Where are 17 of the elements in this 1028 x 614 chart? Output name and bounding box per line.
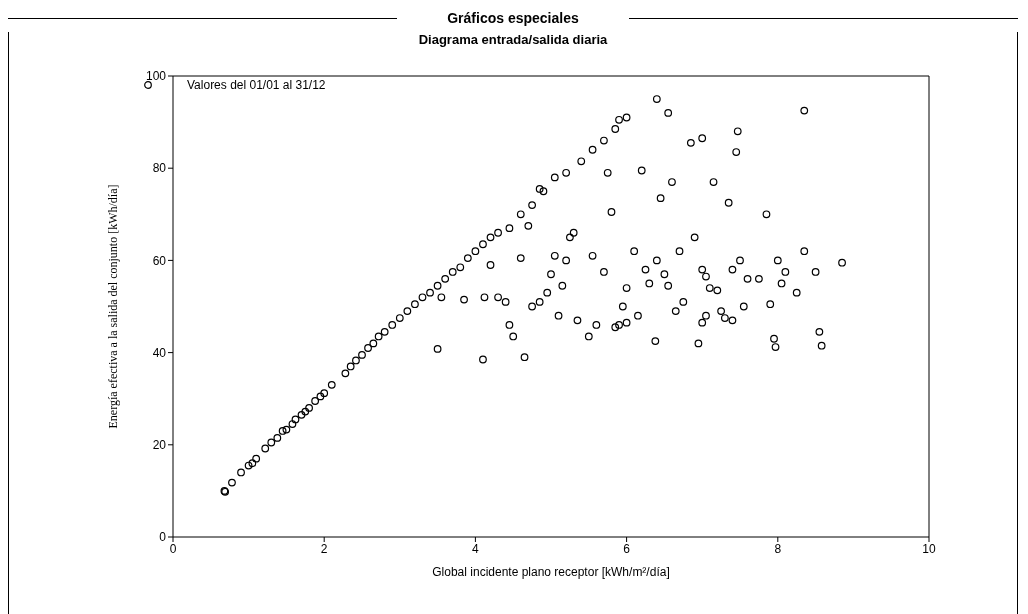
y-axis-title: Energía efectiva a la salida del conjunto [kWh/día] (106, 184, 121, 429)
x-tick-label: 6 (623, 541, 631, 556)
x-tick-label: 4 (472, 541, 480, 556)
x-tick-label: 2 (320, 541, 328, 556)
y-tick-label: 40 (152, 345, 167, 360)
y-tick-label: 20 (152, 438, 167, 453)
x-tick-label: 8 (774, 541, 782, 556)
x-tick-label: 10 (922, 541, 936, 556)
chart-subtitle: Diagrama entrada/salida diaria (417, 32, 609, 49)
y-tick-label: 100 (145, 69, 167, 84)
y-tick-label: 80 (152, 161, 167, 176)
chart-title: Gráficos especiales (446, 10, 580, 26)
x-axis-title: Global incidente plano receptor [kWh/m²/día] (432, 564, 670, 579)
x-tick-label: 0 (169, 541, 177, 556)
y-tick-label: 0 (159, 530, 167, 545)
text: Valores del 01/01 al 31/12 (187, 78, 326, 92)
y-tick-label: 60 (152, 253, 167, 268)
